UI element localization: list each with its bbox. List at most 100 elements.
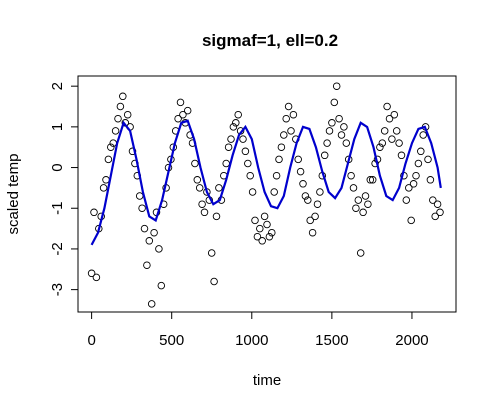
data-point [294,155,302,164]
data-point [433,200,442,208]
data-point [256,224,264,233]
data-point [232,119,240,127]
data-point [417,147,425,156]
data-point [405,184,413,192]
data-point [92,273,101,282]
data-point [157,281,166,290]
data-point [272,171,281,180]
data-point [174,114,182,123]
data-point [239,135,247,143]
data-point [368,176,377,184]
data-point [407,216,415,225]
data-point [330,98,339,107]
data-point [183,106,192,115]
x-tick-label: 2000 [395,332,428,349]
data-point [282,114,290,123]
data-point [207,249,216,257]
data-point [287,127,295,135]
data-point [135,192,144,200]
data-point [385,114,394,123]
y-axis-label: scaled temp [5,154,22,235]
data-point [354,196,363,204]
y-tick-label: -2 [49,242,66,255]
data-point [296,167,305,176]
data-point [251,216,259,225]
data-point [335,114,343,123]
data-point [431,212,439,221]
data-point [275,155,283,164]
data-point [383,102,391,111]
data-point [284,102,293,111]
data-point [241,147,250,156]
data-point [145,237,154,245]
x-tick-label: 500 [159,332,184,349]
data-point [253,232,262,241]
data-point [155,245,163,253]
data-point [99,184,108,192]
data-point [424,155,432,164]
data-point [340,123,348,131]
data-point [227,135,235,143]
data-point [388,135,396,143]
data-point [426,176,435,184]
data-point [222,159,230,168]
data-point [195,184,204,192]
chart-title: sigmaf=1, ell=0.2 [202,31,338,50]
data-point [90,208,98,217]
data-point [429,196,437,204]
data-point [102,176,110,184]
data-point [366,176,375,184]
data-point [380,127,389,135]
x-tick-label: 0 [87,332,95,349]
data-point [200,208,209,217]
data-point [376,143,384,151]
data-point [352,204,360,212]
data-point [268,228,276,237]
data-point [277,143,286,151]
data-point [246,171,254,180]
data-point [436,208,444,217]
data-point [332,82,341,90]
data-point [323,139,331,147]
data-point [311,212,319,221]
y-tick-label: 1 [49,123,66,131]
data-point [304,196,312,204]
y-axis: -3 -2 -1 0 1 2 [49,82,79,296]
data-point [349,184,358,192]
data-point [193,176,202,184]
data-point [229,123,238,131]
data-point [176,98,185,107]
data-point [402,196,411,204]
data-point [409,180,418,188]
data-point [356,249,365,257]
data-point [119,92,127,101]
data-point [143,261,151,269]
data-point [107,143,115,151]
data-point [248,188,257,196]
y-tick-label: 2 [49,82,66,90]
data-point [280,131,288,139]
data-point [111,127,120,135]
data-point [114,114,122,123]
x-axis: 0 500 1000 1500 2000 [87,311,429,349]
data-point [258,237,266,245]
data-point [359,208,367,217]
data-point [299,180,307,188]
data-point [147,300,156,308]
data-point [320,151,329,160]
data-point [150,228,158,237]
data-point [138,204,146,212]
data-point [347,171,355,180]
data-point [263,220,271,229]
data-point [316,188,324,196]
data-point [265,232,274,241]
data-point [306,216,314,225]
data-point [390,110,399,119]
data-point [412,171,420,180]
data-point [87,269,96,278]
x-axis-label: time [253,372,281,389]
x-tick-label: 1000 [235,332,268,349]
data-point [325,127,334,135]
data-point [419,131,427,139]
